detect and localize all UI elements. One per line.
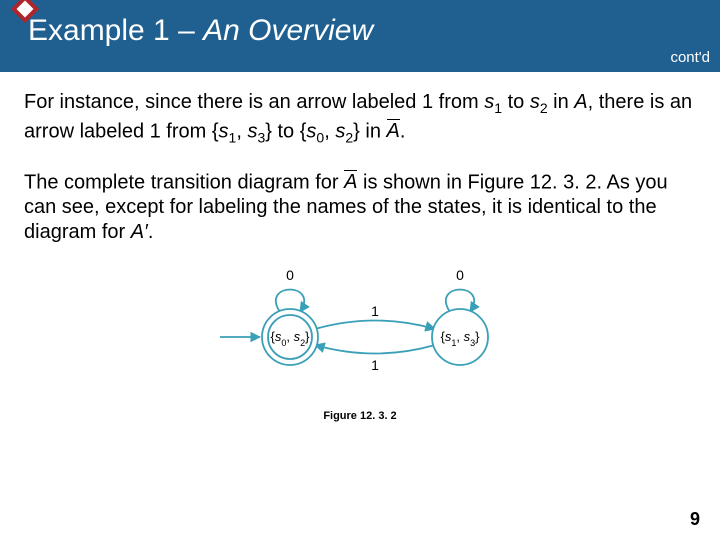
slide-header: Example 1 – An Overview cont'd: [0, 0, 720, 72]
A-bar: A: [387, 118, 400, 145]
continued-label: cont'd: [670, 49, 710, 66]
svg-text:0: 0: [286, 267, 294, 283]
figure-caption: Figure 12. 3. 2: [24, 410, 696, 422]
svg-text:1: 1: [371, 357, 379, 373]
paragraph-2: The complete transition diagram for A is…: [24, 169, 696, 246]
slide-title: Example 1 – An Overview: [28, 14, 373, 48]
paragraph-1: For instance, since there is an arrow la…: [24, 90, 696, 147]
slide-content: For instance, since there is an arrow la…: [0, 72, 720, 422]
title-italic: An Overview: [203, 14, 373, 47]
transition-diagram: 0011{s0, s2}{s1, s3}: [24, 267, 696, 402]
A-bar: A: [344, 169, 357, 196]
svg-text:1: 1: [371, 303, 379, 319]
title-prefix: Example 1 –: [28, 14, 203, 47]
svg-text:0: 0: [456, 267, 464, 283]
page-number: 9: [690, 509, 700, 530]
